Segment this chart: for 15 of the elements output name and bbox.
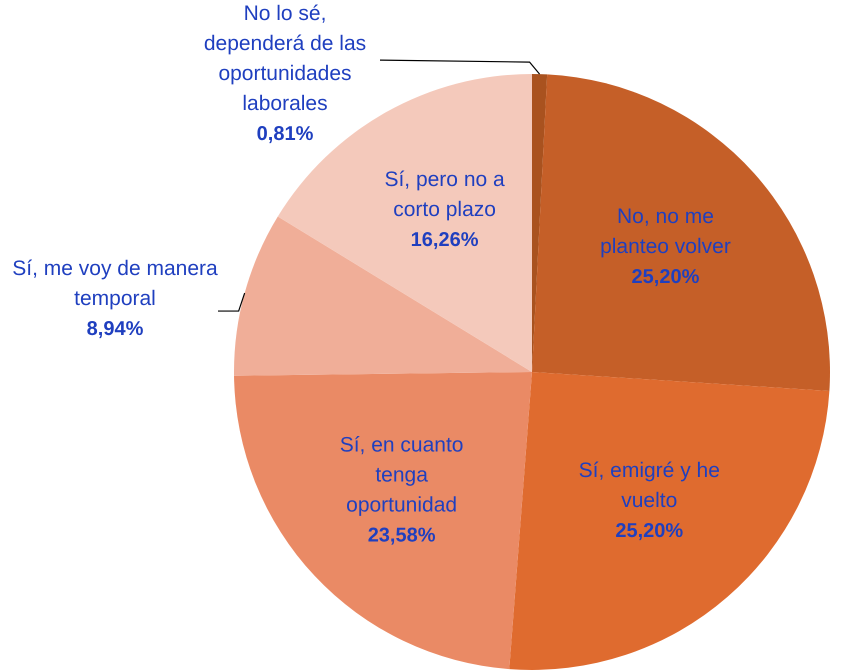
pie-slice (532, 74, 830, 391)
pie-slice (509, 372, 830, 670)
slice-label: No lo sé, dependerá de las oportunidades laborales (204, 2, 366, 115)
data-label: 8,94% (86, 318, 144, 340)
slice-label: Sí, pero no a corto plazo (384, 168, 506, 222)
data-label: 0,81% (256, 123, 314, 145)
data-label: 25,20% (632, 266, 700, 288)
data-label: 16,26% (410, 229, 479, 252)
slice-label: Sí, me voy de manera temporal (12, 257, 218, 310)
slice-label: Sí, en cuanto tenga oportunidad (340, 433, 464, 516)
slice-label: No, no me planteo volver (600, 205, 731, 258)
slice-label: Sí, emigré y he vuelto (578, 458, 720, 512)
data-label: 25,20% (615, 520, 684, 542)
data-label: 23,58% (368, 524, 436, 546)
pie-slice (234, 372, 532, 670)
